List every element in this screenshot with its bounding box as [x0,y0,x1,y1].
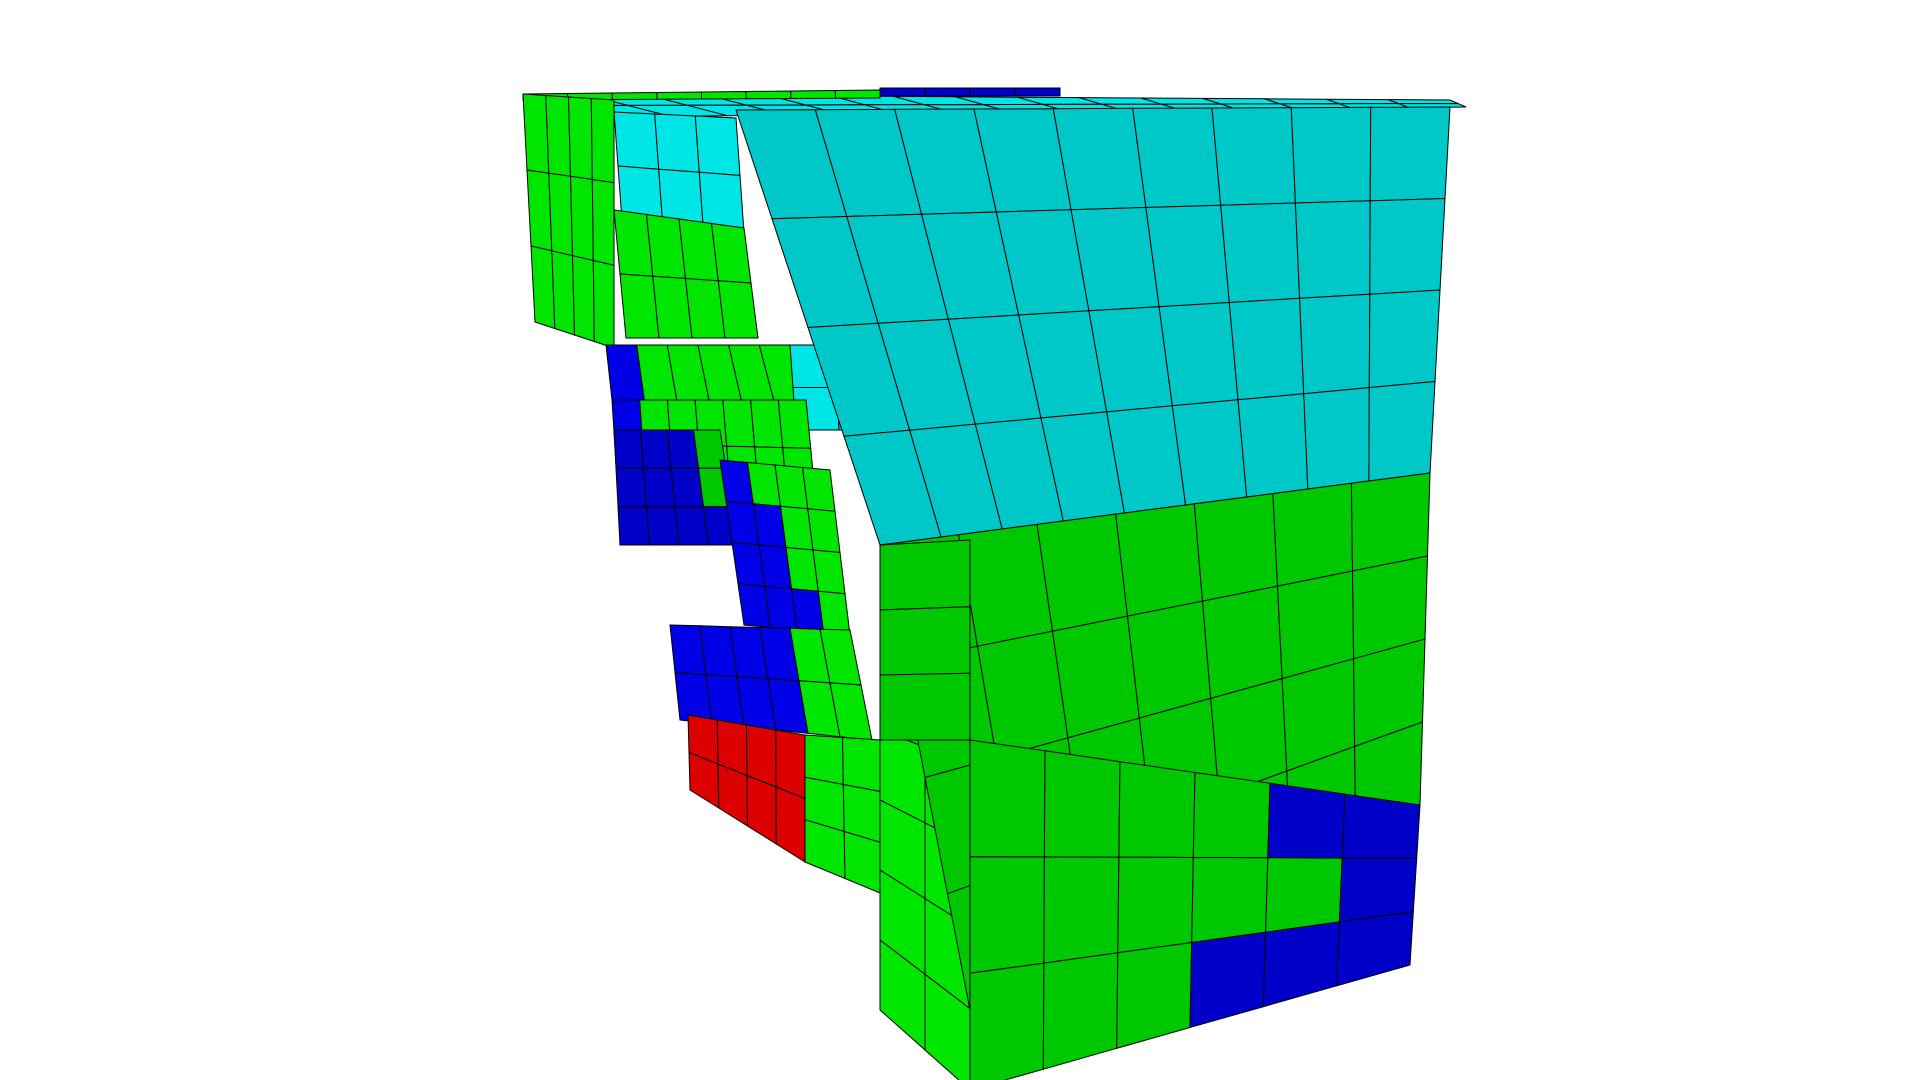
front-face-cell [969,739,1046,858]
left-face-cell [804,734,844,786]
front-face-cell [1158,301,1239,407]
front-face-cell [1350,472,1431,572]
front-face-cell [1115,503,1204,617]
front-face-cell [1369,106,1451,202]
left-face-cell [750,399,784,449]
left-face-cell [551,250,576,336]
front-face-cell [1267,782,1346,859]
front-face-cell [879,606,971,676]
top-face-cell [879,87,926,97]
front-face-cell [1051,615,1140,739]
left-face-cell [615,467,648,508]
top-face-cell [701,90,747,100]
left-face-cell [674,506,710,546]
front-face-cell [1118,761,1196,859]
front-face-cell [879,672,971,741]
front-face-cell [1262,921,1340,1008]
front-face-cell [1043,750,1121,858]
left-face-cell [569,175,594,262]
front-face-cell [1369,197,1446,295]
front-face-cell [1191,856,1269,944]
left-face-cell [812,549,846,595]
front-face-cell [1336,911,1414,987]
left-face-cell [613,429,645,469]
left-face-cell [710,222,752,284]
left-face-cell [775,786,806,863]
left-face-cell [746,774,777,845]
left-face-cell [590,97,615,184]
front-face-cell [1228,297,1305,401]
front-face-cell [1211,107,1296,206]
top-face-cell [1388,99,1459,105]
front-face-cell [1193,493,1279,602]
left-face-cell [613,111,660,170]
left-face-cell [526,169,553,252]
left-face-cell [924,973,971,1080]
left-face-cell [817,590,851,636]
left-face-cell [545,94,572,177]
left-face-cell [654,113,700,173]
left-face-cell [694,115,741,177]
front-face-layer [735,106,1451,1080]
left-face-cell [548,172,574,257]
top-face-cell [611,91,658,101]
front-face-cell [1368,289,1441,389]
top-face-cell [745,90,792,100]
left-face-cell [807,508,841,554]
front-face-cell [1341,793,1421,859]
front-face-cell [1303,387,1370,490]
top-face-cell [969,87,1016,97]
front-face-cell [1294,200,1371,299]
front-face-cell [969,856,1045,974]
top-face-cell [834,89,881,99]
left-face-cell [567,96,593,181]
front-face-cell [1368,380,1436,482]
left-face-cell [530,245,556,330]
front-face-cell [1126,600,1212,719]
left-face-cell [522,93,550,174]
top-face-cell [924,87,971,97]
front-face-cell [1189,931,1267,1029]
left-face-cell [592,259,615,349]
front-face-cell [1272,482,1354,587]
left-face-cell [571,255,595,343]
left-face-cell [591,178,615,266]
front-face-cell [1171,399,1248,506]
front-face-cell [1192,771,1271,859]
top-face-cell [790,89,836,100]
front-face-cell [1042,952,1119,1070]
left-face-cell [717,280,759,339]
front-face-cell [1117,856,1194,954]
left-face-cell [639,429,672,469]
left-face-cell [642,467,676,508]
front-face-cell [969,962,1045,1080]
left-face-cell [777,399,812,449]
front-face-cell [1220,202,1301,304]
top-face-cell [1014,87,1061,97]
front-face-cell [1265,857,1343,933]
front-face-cell [1237,393,1309,498]
front-face-cell [1299,293,1371,395]
left-face-cell [670,467,705,508]
front-face-cell [1043,856,1120,964]
top-face-cell [656,91,702,100]
left-face-cell [841,736,883,793]
left-face-cell [801,466,836,512]
left-face-cell [722,399,756,448]
front-face-cell [1145,204,1230,308]
left-face-cell [645,506,680,546]
front-face-cell [879,539,971,611]
front-face-cell [1116,941,1193,1049]
front-face-cell [1036,513,1129,632]
front-face-cell [1132,107,1222,209]
top-face-cell [1326,98,1399,105]
front-face-cell [1290,106,1372,204]
left-face-cell [617,506,651,546]
